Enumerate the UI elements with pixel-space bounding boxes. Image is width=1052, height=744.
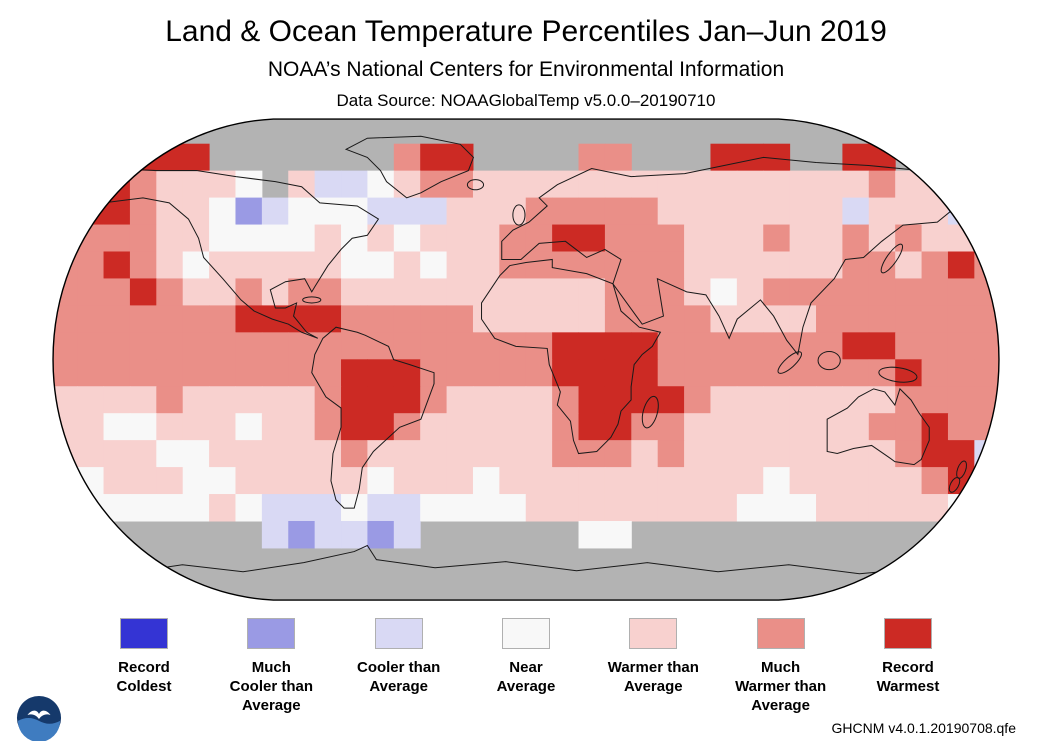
- legend-label-record-coldest: Record Coldest: [116, 659, 172, 695]
- legend-swatch-near-average: [501, 618, 550, 650]
- legend-label-near-average: Near Average: [496, 659, 556, 695]
- grid-cells: [53, 143, 999, 549]
- world-temperature-map: [52, 118, 1000, 601]
- noaa-logo: [16, 695, 62, 741]
- legend-item-cooler: Cooler than Average: [338, 618, 460, 715]
- legend-item-warmer: Warmer than Average: [592, 618, 714, 715]
- legend-swatch-much-warmer: [756, 618, 805, 650]
- dataset-version: GHCNM v4.0.1.20190708.qfe: [831, 720, 1016, 736]
- noaa-logo-gull-icon: [27, 710, 51, 719]
- noaa-logo-sea: [17, 718, 61, 741]
- legend-item-record-coldest: Record Coldest: [83, 618, 205, 715]
- legend-swatch-warmer: [629, 618, 678, 650]
- legend-item-much-cooler: Much Cooler than Average: [210, 618, 332, 715]
- legend-label-much-warmer: Much Warmer than Average: [735, 659, 827, 714]
- coastlines: [81, 135, 998, 575]
- map-container: [51, 117, 1001, 602]
- legend-label-record-warmest: Record Warmest: [876, 659, 940, 695]
- page-subtitle: NOAA’s National Centers for Environmenta…: [267, 58, 785, 81]
- legend-swatch-record-warmest: [883, 618, 932, 650]
- legend-label-warmer: Warmer than Average: [607, 659, 699, 695]
- legend: Record Coldest Much Cooler than Average …: [83, 618, 969, 715]
- legend-swatch-record-coldest: [120, 618, 168, 650]
- page-title: Land & Ocean Temperature Percentiles Jan…: [165, 15, 887, 48]
- legend-label-much-cooler: Much Cooler than Average: [229, 659, 313, 714]
- legend-item-near-average: Near Average: [465, 618, 587, 715]
- legend-swatch-much-cooler: [247, 618, 296, 650]
- header: Land & Ocean Temperature Percentiles Jan…: [0, 0, 1052, 111]
- map-outline: [52, 118, 1000, 601]
- legend-label-cooler: Cooler than Average: [356, 659, 441, 695]
- legend-item-much-warmer: Much Warmer than Average: [720, 618, 842, 715]
- data-source-line: Data Source: NOAAGlobalTemp v5.0.0–20190…: [336, 91, 716, 110]
- legend-swatch-cooler: [374, 618, 423, 650]
- legend-item-record-warmest: Record Warmest: [847, 618, 969, 715]
